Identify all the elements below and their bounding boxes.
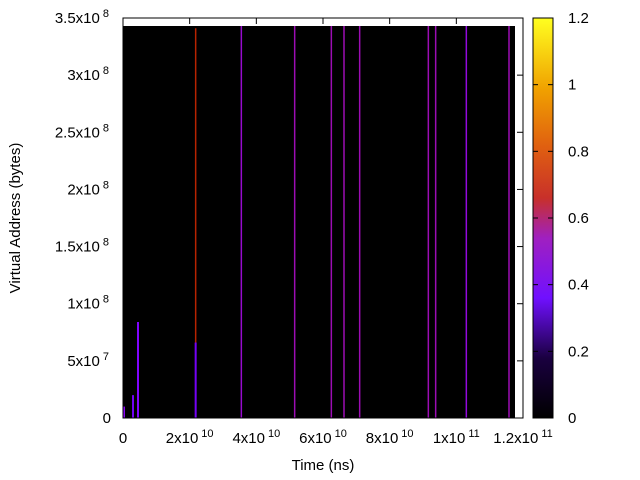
x-tick-label: 8x10 10: [366, 428, 414, 447]
heatmap-stripe: [330, 26, 333, 418]
heatmap-stripe: [465, 26, 468, 418]
y-tick-label: 1x10 8: [67, 294, 109, 313]
heatmap-segment: [137, 322, 139, 418]
y-tick-label: 2x10 8: [67, 179, 109, 198]
colorbar-tick-label: 0.8: [568, 143, 589, 160]
x-tick-label: 4x10 10: [232, 428, 280, 447]
colorbar-tick-label: 1: [568, 77, 576, 94]
x-tick-label: 6x10 10: [299, 428, 347, 447]
heatmap-stripe: [240, 26, 243, 418]
colorbar-tick-label: 0: [568, 410, 576, 427]
y-axis-label: Virtual Address (bytes): [7, 143, 24, 294]
y-tick-label: 0: [103, 410, 111, 427]
colorbar-tick-label: 0.6: [568, 210, 589, 227]
y-tick-label: 1.5x10 8: [55, 237, 109, 256]
heatmap-segment: [194, 342, 197, 418]
x-tick-label: 1.2x10 11: [493, 428, 552, 447]
heatmap-stripe: [434, 26, 437, 418]
heatmap-segment: [132, 395, 134, 418]
heatmap-stripe: [194, 28, 197, 419]
y-tick-label: 5x10 7: [67, 351, 109, 370]
heatmap-stripe: [427, 26, 430, 418]
x-tick-label: 0: [119, 430, 127, 447]
heatmap-segment: [123, 406, 125, 418]
y-tick-label: 2.5x10 8: [55, 122, 109, 141]
x-axis-label: Time (ns): [292, 457, 355, 474]
colorbar-tick-label: 1.2: [568, 10, 589, 27]
y-tick-label: 3x10 8: [67, 65, 109, 84]
colorbar-tick-label: 0.4: [568, 277, 589, 294]
heatmap-stripe: [358, 26, 361, 418]
heatmap-stripe: [293, 26, 296, 418]
x-tick-label: 1x10 11: [433, 428, 480, 447]
heatmap-stripe: [508, 26, 510, 418]
x-tick-label: 2x10 10: [166, 428, 214, 447]
heatmap-background: [123, 26, 515, 418]
heatmap-stripe: [343, 26, 345, 418]
colorbar-tick-label: 0.2: [568, 343, 589, 360]
y-tick-label: 3.5x10 8: [55, 8, 109, 27]
